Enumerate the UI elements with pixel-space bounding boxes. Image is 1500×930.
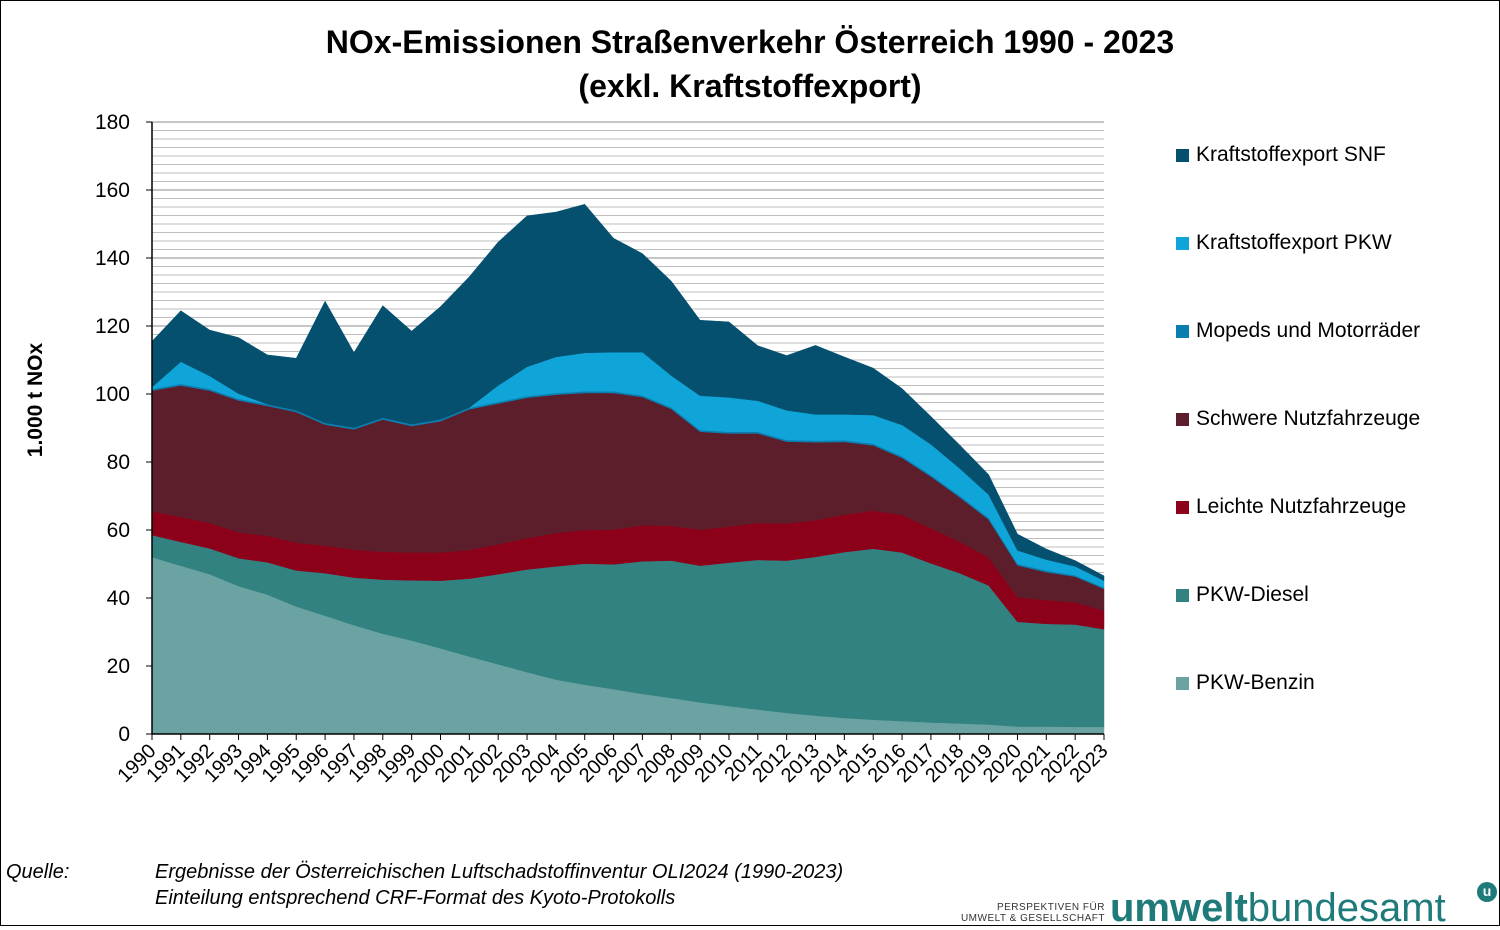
area-kraftstoffexport-snf bbox=[151, 203, 1105, 582]
y-tick-label: 0 bbox=[118, 723, 130, 746]
legend-item: Mopeds und Motorräder bbox=[1176, 316, 1420, 346]
legend-swatch bbox=[1176, 588, 1189, 602]
chart-title-line1: NOx-Emissionen Straßenverkehr Österreich… bbox=[325, 24, 1175, 60]
chart-title: NOx-Emissionen Straßenverkehr Österreich… bbox=[0, 20, 1500, 108]
y-tick-label: 60 bbox=[107, 519, 130, 542]
legend-swatch bbox=[1176, 236, 1189, 250]
y-tick-label: 40 bbox=[107, 587, 130, 610]
legend-label: Kraftstoffexport SNF bbox=[1196, 143, 1386, 166]
logo-word-light: bundesamt bbox=[1247, 886, 1446, 930]
y-axis-label: 1.000 t NOx bbox=[24, 342, 47, 457]
legend-swatch bbox=[1176, 324, 1189, 338]
legend-label: Kraftstoffexport PKW bbox=[1196, 231, 1392, 254]
legend-swatch bbox=[1176, 500, 1189, 514]
logo-tagline-1: PERSPEKTIVEN FÜR bbox=[996, 902, 1105, 913]
source-line-1: Ergebnisse der Österreichischen Luftscha… bbox=[155, 861, 844, 883]
y-tick-label: 160 bbox=[95, 179, 130, 202]
y-tick-label: 100 bbox=[95, 383, 130, 406]
axes bbox=[151, 122, 1105, 740]
y-tick-label: 80 bbox=[107, 451, 130, 474]
legend-swatch bbox=[1176, 676, 1189, 690]
legend-item: PKW-Diesel bbox=[1176, 580, 1309, 610]
legend-label: Leichte Nutzfahrzeuge bbox=[1196, 495, 1407, 518]
chart-title-line2: (exkl. Kraftstoffexport) bbox=[578, 68, 922, 104]
logo-word-bold: umwelt bbox=[1110, 886, 1248, 930]
legend-swatch bbox=[1176, 148, 1189, 162]
legend-item: Leichte Nutzfahrzeuge bbox=[1176, 492, 1406, 522]
y-tick-label: 140 bbox=[95, 247, 130, 270]
legend-item: PKW-Benzin bbox=[1176, 668, 1315, 698]
source-line-2: Einteilung entsprechend CRF-Format des K… bbox=[155, 887, 676, 909]
logo-wordmark: umweltbundesamt bbox=[1110, 886, 1446, 930]
logo-tagline-2: UMWELT & GESELLSCHAFT bbox=[960, 913, 1105, 924]
area-series bbox=[151, 203, 1105, 735]
legend-item: Schwere Nutzfahrzeuge bbox=[1176, 404, 1420, 434]
source-label: Quelle: bbox=[6, 861, 70, 883]
legend-item: Kraftstoffexport SNF bbox=[1176, 140, 1386, 170]
legend-swatch bbox=[1176, 412, 1189, 426]
legend-item: Kraftstoffexport PKW bbox=[1176, 228, 1392, 258]
legend-label: Mopeds und Motorräder bbox=[1196, 319, 1421, 342]
y-tick-label: 180 bbox=[95, 111, 130, 134]
y-tick-label: 20 bbox=[107, 655, 130, 678]
umweltbundesamt-logo: PERSPEKTIVEN FÜR UMWELT & GESELLSCHAFT u… bbox=[940, 880, 1500, 930]
y-tick-label: 120 bbox=[95, 315, 130, 338]
y-tick-labels: 0 20 40 60 80 100 120 140 160 180 bbox=[95, 111, 152, 746]
legend-label: PKW-Diesel bbox=[1196, 583, 1309, 606]
logo-tagline: PERSPEKTIVEN FÜR UMWELT & GESELLSCHAFT bbox=[940, 902, 1105, 924]
x-tick-labels: 1990199119921993199419951996199719981999… bbox=[114, 740, 1113, 787]
legend-label: Schwere Nutzfahrzeuge bbox=[1196, 407, 1421, 430]
legend-label: PKW-Benzin bbox=[1196, 671, 1315, 694]
logo-mark-icon: u bbox=[1477, 882, 1497, 902]
